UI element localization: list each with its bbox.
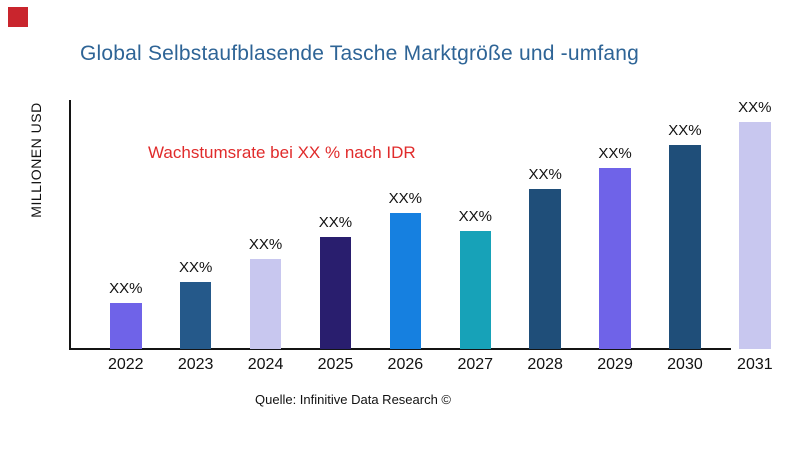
x-tick-label-2025: 2025 [317, 356, 354, 373]
x-tick-label-2027: 2027 [457, 356, 494, 373]
bar-value-label-2022: XX% [109, 280, 143, 297]
bar-2026 [389, 213, 422, 349]
bar-2031 [739, 122, 771, 349]
x-axis-line [69, 348, 731, 350]
red-accent-square [8, 7, 28, 27]
growth-rate-annotation: Wachstumsrate bei XX % nach IDR [148, 143, 416, 162]
bar-value-label-2025: XX% [318, 214, 353, 231]
bar-value-label-2031: XX% [738, 99, 772, 116]
bar-2028 [529, 189, 561, 349]
bar-2030 [669, 145, 701, 349]
y-axis-label: MILLIONEN USD [28, 102, 44, 218]
bar-value-label-2030: XX% [668, 122, 702, 139]
x-tick-label-2030: 2030 [667, 356, 703, 373]
bar-value-label-2029: XX% [598, 145, 632, 162]
x-tick-label-2023: 2023 [177, 356, 214, 373]
bar-value-label-2023: XX% [178, 259, 213, 276]
x-tick-label-2026: 2026 [387, 356, 424, 373]
bar-2029 [599, 168, 631, 349]
x-tick-label-2024: 2024 [247, 356, 284, 373]
bar-value-label-2026: XX% [388, 190, 423, 207]
bar-value-label-2028: XX% [528, 166, 562, 183]
bar-2025 [319, 237, 352, 349]
bar-value-label-2027: XX% [458, 208, 492, 225]
source-note: Quelle: Infinitive Data Research © [255, 392, 452, 407]
bar-2023 [179, 282, 212, 349]
x-tick-label-2029: 2029 [597, 356, 633, 373]
y-axis-line [69, 100, 71, 350]
bar-value-label-2024: XX% [248, 236, 283, 253]
x-tick-label-2028: 2028 [527, 356, 563, 373]
bar-2024 [249, 259, 282, 349]
bar-2027 [459, 231, 491, 349]
chart-title: Global Selbstaufblasende Tasche Marktgrö… [80, 42, 640, 65]
x-tick-label-2022: 2022 [107, 356, 144, 373]
x-tick-label-2031: 2031 [737, 356, 773, 373]
bar-2022 [110, 303, 142, 349]
